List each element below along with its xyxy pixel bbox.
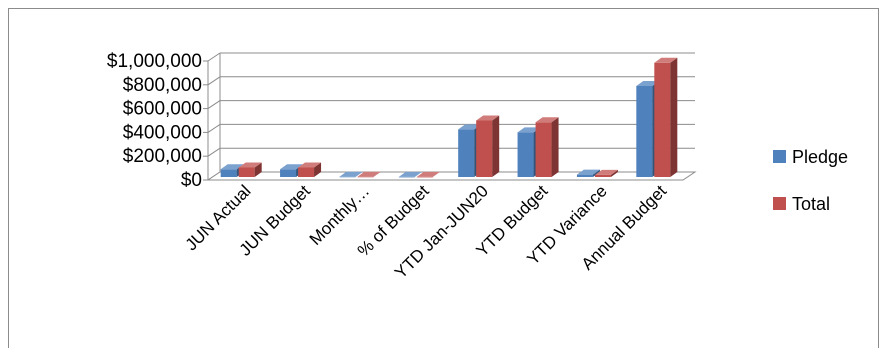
side-gridline bbox=[207, 76, 221, 86]
bar-chart: $0 $200,000 $400,000$600,000 $800,000 $1,000… bbox=[107, 51, 848, 282]
side-gridline bbox=[207, 123, 221, 133]
legend-swatch bbox=[773, 150, 786, 163]
side-gridline bbox=[207, 147, 221, 157]
y-tick-label: $800,000 bbox=[123, 75, 202, 96]
bars bbox=[220, 57, 678, 178]
legend-item-pledge: Pledge bbox=[773, 147, 848, 167]
y-tick-label: $400,000 bbox=[123, 122, 202, 143]
bar-total bbox=[476, 115, 500, 177]
bar-total bbox=[238, 162, 262, 177]
bar-total bbox=[654, 57, 678, 178]
gridlines bbox=[207, 52, 695, 181]
legend-label: Pledge bbox=[792, 147, 848, 167]
chart-area: $0 $200,000 $400,000 $600,000 $800,000 $1,000… bbox=[8, 8, 879, 348]
y-tick-label: $0 bbox=[181, 170, 202, 191]
legend-item-total: Total bbox=[773, 194, 830, 214]
side-gridline bbox=[207, 52, 221, 62]
bar-total bbox=[535, 117, 559, 177]
bar-pledge bbox=[398, 171, 422, 178]
y-tick-label: $600,000 bbox=[123, 99, 202, 120]
bar-total bbox=[416, 171, 440, 178]
axes bbox=[203, 53, 697, 181]
bar-pledge bbox=[576, 169, 600, 177]
side-gridline bbox=[207, 100, 221, 110]
y-tick-labels: $0 $200,000 $400,000$600,000 $800,000 $1,000… bbox=[107, 51, 202, 191]
chart-floor bbox=[206, 171, 697, 181]
bar-total bbox=[357, 171, 381, 178]
y-tick-label: $1,000,000 bbox=[107, 51, 202, 72]
bar-pledge bbox=[339, 171, 363, 178]
y-tick-label: $200,000 bbox=[123, 146, 202, 167]
bar-total bbox=[298, 162, 322, 177]
bar-total bbox=[594, 169, 618, 177]
legend-swatch bbox=[773, 197, 786, 210]
legend-label: Total bbox=[792, 194, 830, 214]
legend: Pledge Total bbox=[773, 147, 848, 214]
